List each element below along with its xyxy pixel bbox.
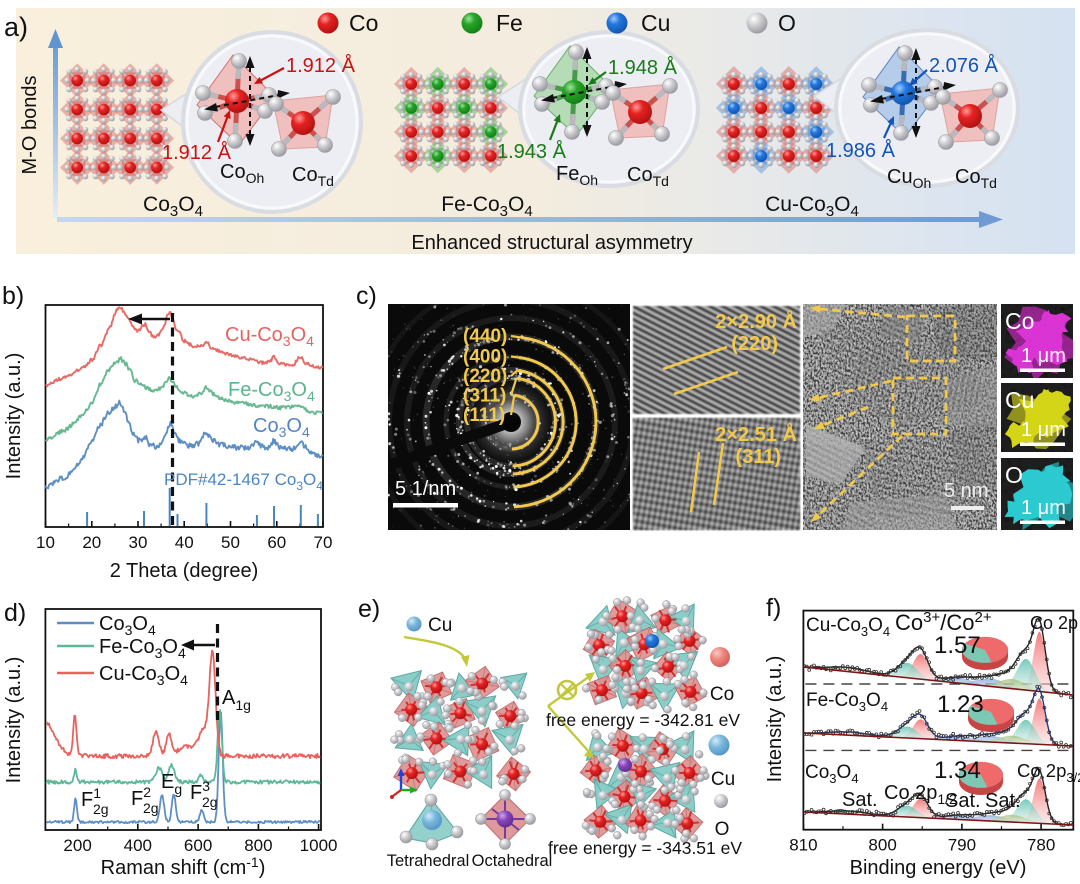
svg-text:1.912 Å: 1.912 Å: [286, 54, 356, 77]
svg-text:5 nm: 5 nm: [944, 480, 988, 502]
svg-text:Binding energy (eV): Binding energy (eV): [850, 857, 1027, 879]
svg-text:1.23: 1.23: [937, 691, 984, 718]
svg-text:Co3O4: Co3O4: [99, 613, 156, 638]
svg-text:Co: Co: [349, 10, 378, 36]
svg-text:10: 10: [36, 533, 55, 552]
svg-text:810: 810: [789, 836, 817, 855]
svg-text:Cu-Co3O4: Cu-Co3O4: [765, 193, 859, 220]
svg-text:Octahedral: Octahedral: [472, 852, 553, 870]
svg-text:Intensity (a.u.): Intensity (a.u.): [3, 657, 25, 784]
svg-text:Fe-Co3O4: Fe-Co3O4: [228, 379, 315, 404]
svg-text:Cu: Cu: [1005, 387, 1034, 413]
svg-text:d): d): [4, 599, 26, 627]
svg-text:f): f): [766, 594, 781, 622]
svg-text:Fe-Co3O4: Fe-Co3O4: [441, 193, 532, 220]
svg-text:2.076 Å: 2.076 Å: [929, 54, 999, 77]
svg-text:Tetrahedral: Tetrahedral: [387, 852, 470, 870]
svg-text:(111): (111): [463, 405, 505, 426]
svg-text:5 1/nm: 5 1/nm: [395, 478, 456, 500]
svg-text:Fe-Co3O4: Fe-Co3O4: [99, 636, 186, 661]
svg-text:Sat.: Sat.: [842, 789, 878, 811]
svg-text:Cu: Cu: [428, 615, 452, 636]
svg-text:1.948 Å: 1.948 Å: [608, 56, 678, 79]
svg-text:(220): (220): [463, 366, 507, 387]
svg-text:FeOh: FeOh: [556, 163, 598, 188]
svg-text:1 μm: 1 μm: [1021, 497, 1066, 519]
svg-text:(440): (440): [463, 326, 507, 347]
svg-text:Fe-Co3O4: Fe-Co3O4: [806, 690, 888, 714]
svg-text:1.912 Å: 1.912 Å: [162, 141, 232, 164]
svg-text:600: 600: [184, 836, 212, 855]
svg-text:790: 790: [948, 836, 976, 855]
svg-text:60: 60: [267, 533, 286, 552]
svg-text:Co 2p: Co 2p: [1030, 613, 1078, 633]
svg-text:c): c): [356, 282, 377, 310]
svg-text:(311): (311): [735, 446, 781, 468]
svg-text:e): e): [358, 595, 380, 623]
svg-text:O: O: [1005, 462, 1023, 488]
svg-text:(400): (400): [463, 347, 507, 368]
svg-text:free energy = -342.81 eV: free energy = -342.81 eV: [546, 710, 740, 730]
svg-text:b): b): [2, 282, 24, 310]
svg-text:30: 30: [129, 533, 148, 552]
svg-text:1 μm: 1 μm: [1021, 345, 1066, 367]
svg-text:2×2.90 Å: 2×2.90 Å: [715, 309, 797, 333]
svg-text:200: 200: [63, 836, 91, 855]
svg-text:Co3+/Co2+: Co3+/Co2+: [895, 609, 992, 635]
svg-text:40: 40: [175, 533, 194, 552]
svg-text:Cu-Co3O4: Cu-Co3O4: [806, 615, 890, 639]
svg-text:CoTd: CoTd: [292, 164, 334, 189]
svg-text:50: 50: [221, 533, 240, 552]
svg-text:(311): (311): [463, 386, 506, 407]
svg-text:1000: 1000: [300, 836, 338, 855]
svg-text:70: 70: [314, 533, 333, 552]
svg-text:Co: Co: [710, 684, 734, 705]
svg-text:1 μm: 1 μm: [1021, 419, 1066, 441]
svg-text:2 Theta (degree): 2 Theta (degree): [110, 560, 259, 582]
svg-text:800: 800: [244, 836, 272, 855]
svg-text:Sat.: Sat.: [985, 790, 1021, 812]
svg-text:Intensity (a.u.): Intensity (a.u.): [764, 656, 786, 783]
svg-text:Cu-Co3O4: Cu-Co3O4: [99, 663, 188, 688]
svg-text:1.34: 1.34: [934, 757, 981, 784]
svg-text:Intensity (a.u.): Intensity (a.u.): [3, 353, 25, 480]
svg-text:1.943 Å: 1.943 Å: [497, 140, 567, 163]
svg-text:800: 800: [868, 836, 896, 855]
svg-text:400: 400: [124, 836, 152, 855]
svg-text:O: O: [715, 819, 730, 840]
svg-text:20: 20: [82, 533, 101, 552]
svg-text:Cu: Cu: [711, 769, 735, 790]
svg-text:(220): (220): [731, 333, 778, 355]
svg-text:Fe: Fe: [496, 10, 523, 36]
svg-text:Cu: Cu: [641, 10, 670, 36]
svg-text:2×2.51 Å: 2×2.51 Å: [715, 422, 797, 446]
svg-text:Co: Co: [1005, 308, 1034, 334]
svg-text:a): a): [4, 12, 28, 42]
svg-text:1.57: 1.57: [934, 632, 981, 659]
svg-text:1.986 Å: 1.986 Å: [826, 139, 896, 162]
svg-text:Raman shift (cm-1): Raman shift (cm-1): [101, 854, 266, 879]
svg-text:Enhanced structural asymmetry: Enhanced structural asymmetry: [411, 232, 692, 254]
svg-text:PDF#42-1467 Co3O4: PDF#42-1467 Co3O4: [164, 470, 323, 493]
svg-text:780: 780: [1027, 836, 1055, 855]
svg-text:M-O bonds: M-O bonds: [19, 76, 41, 175]
svg-text:O: O: [778, 10, 796, 36]
svg-text:Cu-Co3O4: Cu-Co3O4: [225, 324, 314, 349]
svg-text:Sat.: Sat.: [945, 790, 981, 812]
svg-text:free energy = -343.51 eV: free energy = -343.51 eV: [548, 838, 742, 858]
